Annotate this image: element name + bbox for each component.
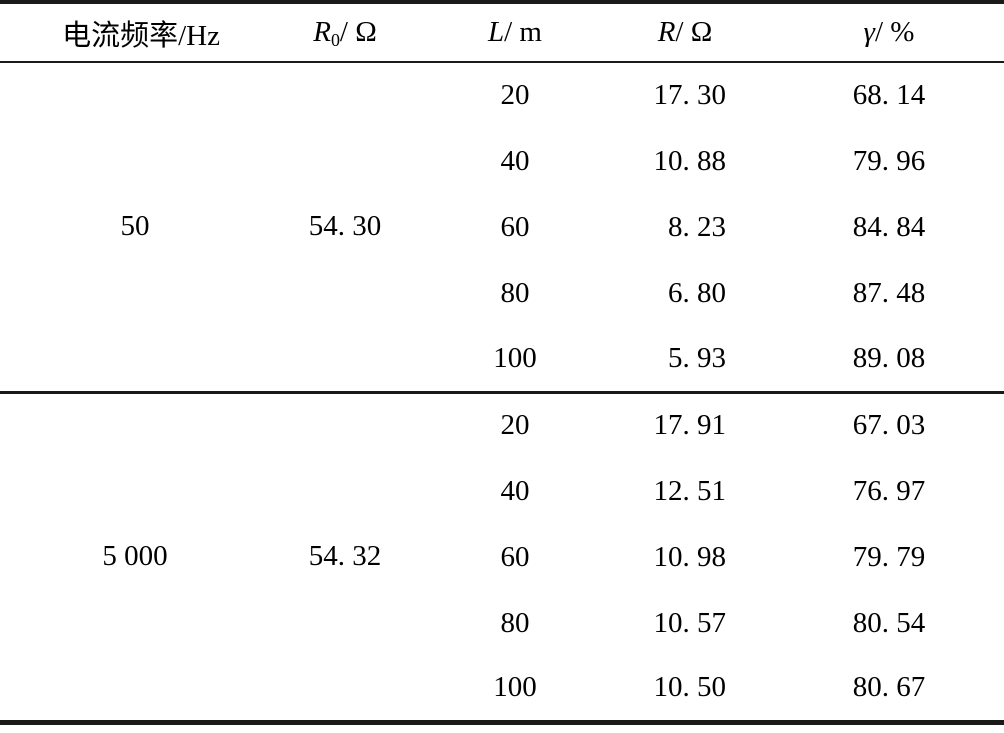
- gamma-symbol: γ: [863, 16, 875, 48]
- resistance-value: 10. 50: [653, 671, 727, 704]
- gamma-value: 68. 14: [852, 79, 926, 111]
- group-50hz: 50 54. 30 20 17. 30 68. 14 40 10. 88 79.…: [0, 62, 1004, 392]
- table-row: 50 54. 30 20 17. 30 68. 14: [0, 62, 1004, 242]
- gamma-value: 80. 67: [852, 671, 926, 704]
- table-row: 40 10. 88 79. 96: [0, 128, 1004, 194]
- resistance-value: 5. 93: [668, 341, 726, 374]
- r0-unit: / Ω: [339, 16, 377, 48]
- table-row: 100 10. 50 80. 67: [0, 656, 1004, 722]
- table-row: 80 6. 80 87. 48: [0, 260, 1004, 326]
- header-r0: R0/ Ω: [270, 2, 420, 63]
- length-value: 40: [500, 144, 530, 177]
- resistance-value: 6. 80: [668, 276, 726, 309]
- header-length: L/ m: [420, 2, 610, 63]
- gamma-value: 76. 97: [852, 474, 926, 507]
- gamma-value: 89. 08: [852, 341, 926, 374]
- resistance-value: 17. 30: [653, 79, 727, 111]
- length-value: 100: [493, 671, 537, 704]
- length-value: 100: [493, 341, 537, 374]
- length-value: 80: [500, 606, 530, 639]
- l-symbol: L: [487, 16, 505, 48]
- frequency-value: 50: [120, 210, 150, 243]
- l-unit: / m: [504, 16, 542, 48]
- header-row: 电流频率/Hz R0/ Ω L/ m R/ Ω γ/ %: [0, 2, 1004, 63]
- gamma-value: 79. 96: [852, 144, 926, 177]
- gamma-value: 87. 48: [852, 276, 926, 309]
- gamma-unit: / %: [874, 16, 915, 48]
- length-value: 80: [500, 276, 530, 309]
- length-value: 60: [500, 210, 530, 243]
- table-row: 100 5. 93 89. 08: [0, 326, 1004, 392]
- length-value: 60: [500, 540, 530, 573]
- table-row: 60 10. 98 79. 79: [0, 524, 1004, 590]
- resistance-value: 10. 98: [653, 540, 727, 573]
- r-symbol: R: [657, 16, 676, 48]
- length-value: 20: [500, 409, 530, 442]
- r0-value: 54. 30: [308, 210, 382, 243]
- header-current-frequency: 电流频率/Hz: [0, 2, 270, 63]
- length-value: 20: [500, 79, 530, 111]
- table-row: 80 10. 57 80. 54: [0, 590, 1004, 656]
- r-unit: / Ω: [675, 16, 713, 48]
- table-row: 60 8. 23 84. 84: [0, 194, 1004, 260]
- gamma-value: 67. 03: [852, 409, 926, 442]
- r0-subscript: 0: [330, 30, 340, 51]
- group-5000hz: 5 000 54. 32 20 17. 91 67. 03 40 12. 51 …: [0, 392, 1004, 722]
- r0-symbol: R: [313, 16, 331, 48]
- table-row: 40 12. 51 76. 97: [0, 458, 1004, 524]
- length-value: 40: [500, 474, 530, 507]
- resistance-value: 10. 57: [653, 606, 727, 639]
- gamma-value: 79. 79: [852, 540, 926, 573]
- resistance-value: 12. 51: [653, 474, 727, 507]
- gamma-value: 84. 84: [852, 210, 926, 243]
- resistance-value: 17. 91: [653, 409, 727, 442]
- resistance-value: 10. 88: [653, 144, 727, 177]
- gamma-value: 80. 54: [852, 606, 926, 639]
- r0-value: 54. 32: [308, 540, 382, 572]
- header-gamma: γ/ %: [760, 2, 1004, 63]
- frequency-value: 5 000: [102, 540, 168, 572]
- header-resistance: R/ Ω: [610, 2, 760, 63]
- table-row: 5 000 54. 32 20 17. 91 67. 03: [0, 392, 1004, 572]
- resistance-value: 8. 23: [668, 210, 726, 243]
